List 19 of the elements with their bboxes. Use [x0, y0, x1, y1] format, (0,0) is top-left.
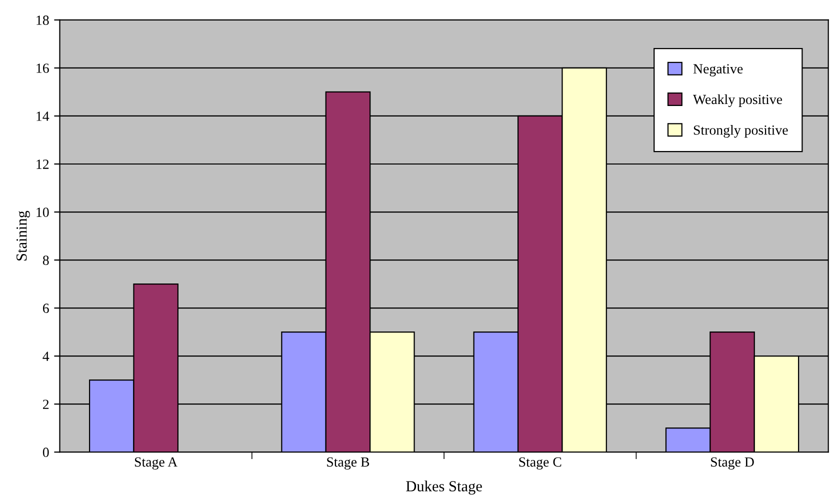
y-tick-label: 6: [42, 304, 49, 314]
y-tick-label: 4: [42, 352, 50, 361]
x-axis-title: Dukes Stage: [406, 480, 482, 495]
y-tick-label: 2: [43, 400, 49, 409]
legend-label: Negative: [693, 64, 743, 76]
y-tick-label: 8: [42, 256, 49, 265]
x-tick-label: Stage B: [327, 457, 370, 470]
x-tick-label: Stage C: [519, 457, 562, 470]
x-tick-label: Stage D: [711, 457, 754, 470]
y-tick-label: 16: [36, 64, 49, 73]
legend-label: Strongly positive: [694, 125, 788, 138]
y-axis-title: Staining: [16, 210, 30, 260]
legend-label: Weakly positive: [693, 94, 782, 108]
x-tick-label: Stage A: [134, 457, 178, 470]
y-tick-label: 12: [36, 160, 49, 169]
y-tick-label: 10: [36, 208, 49, 217]
y-tick-label: 18: [36, 16, 49, 25]
y-tick-label: 0: [42, 448, 49, 458]
y-tick-label: 14: [36, 112, 50, 121]
